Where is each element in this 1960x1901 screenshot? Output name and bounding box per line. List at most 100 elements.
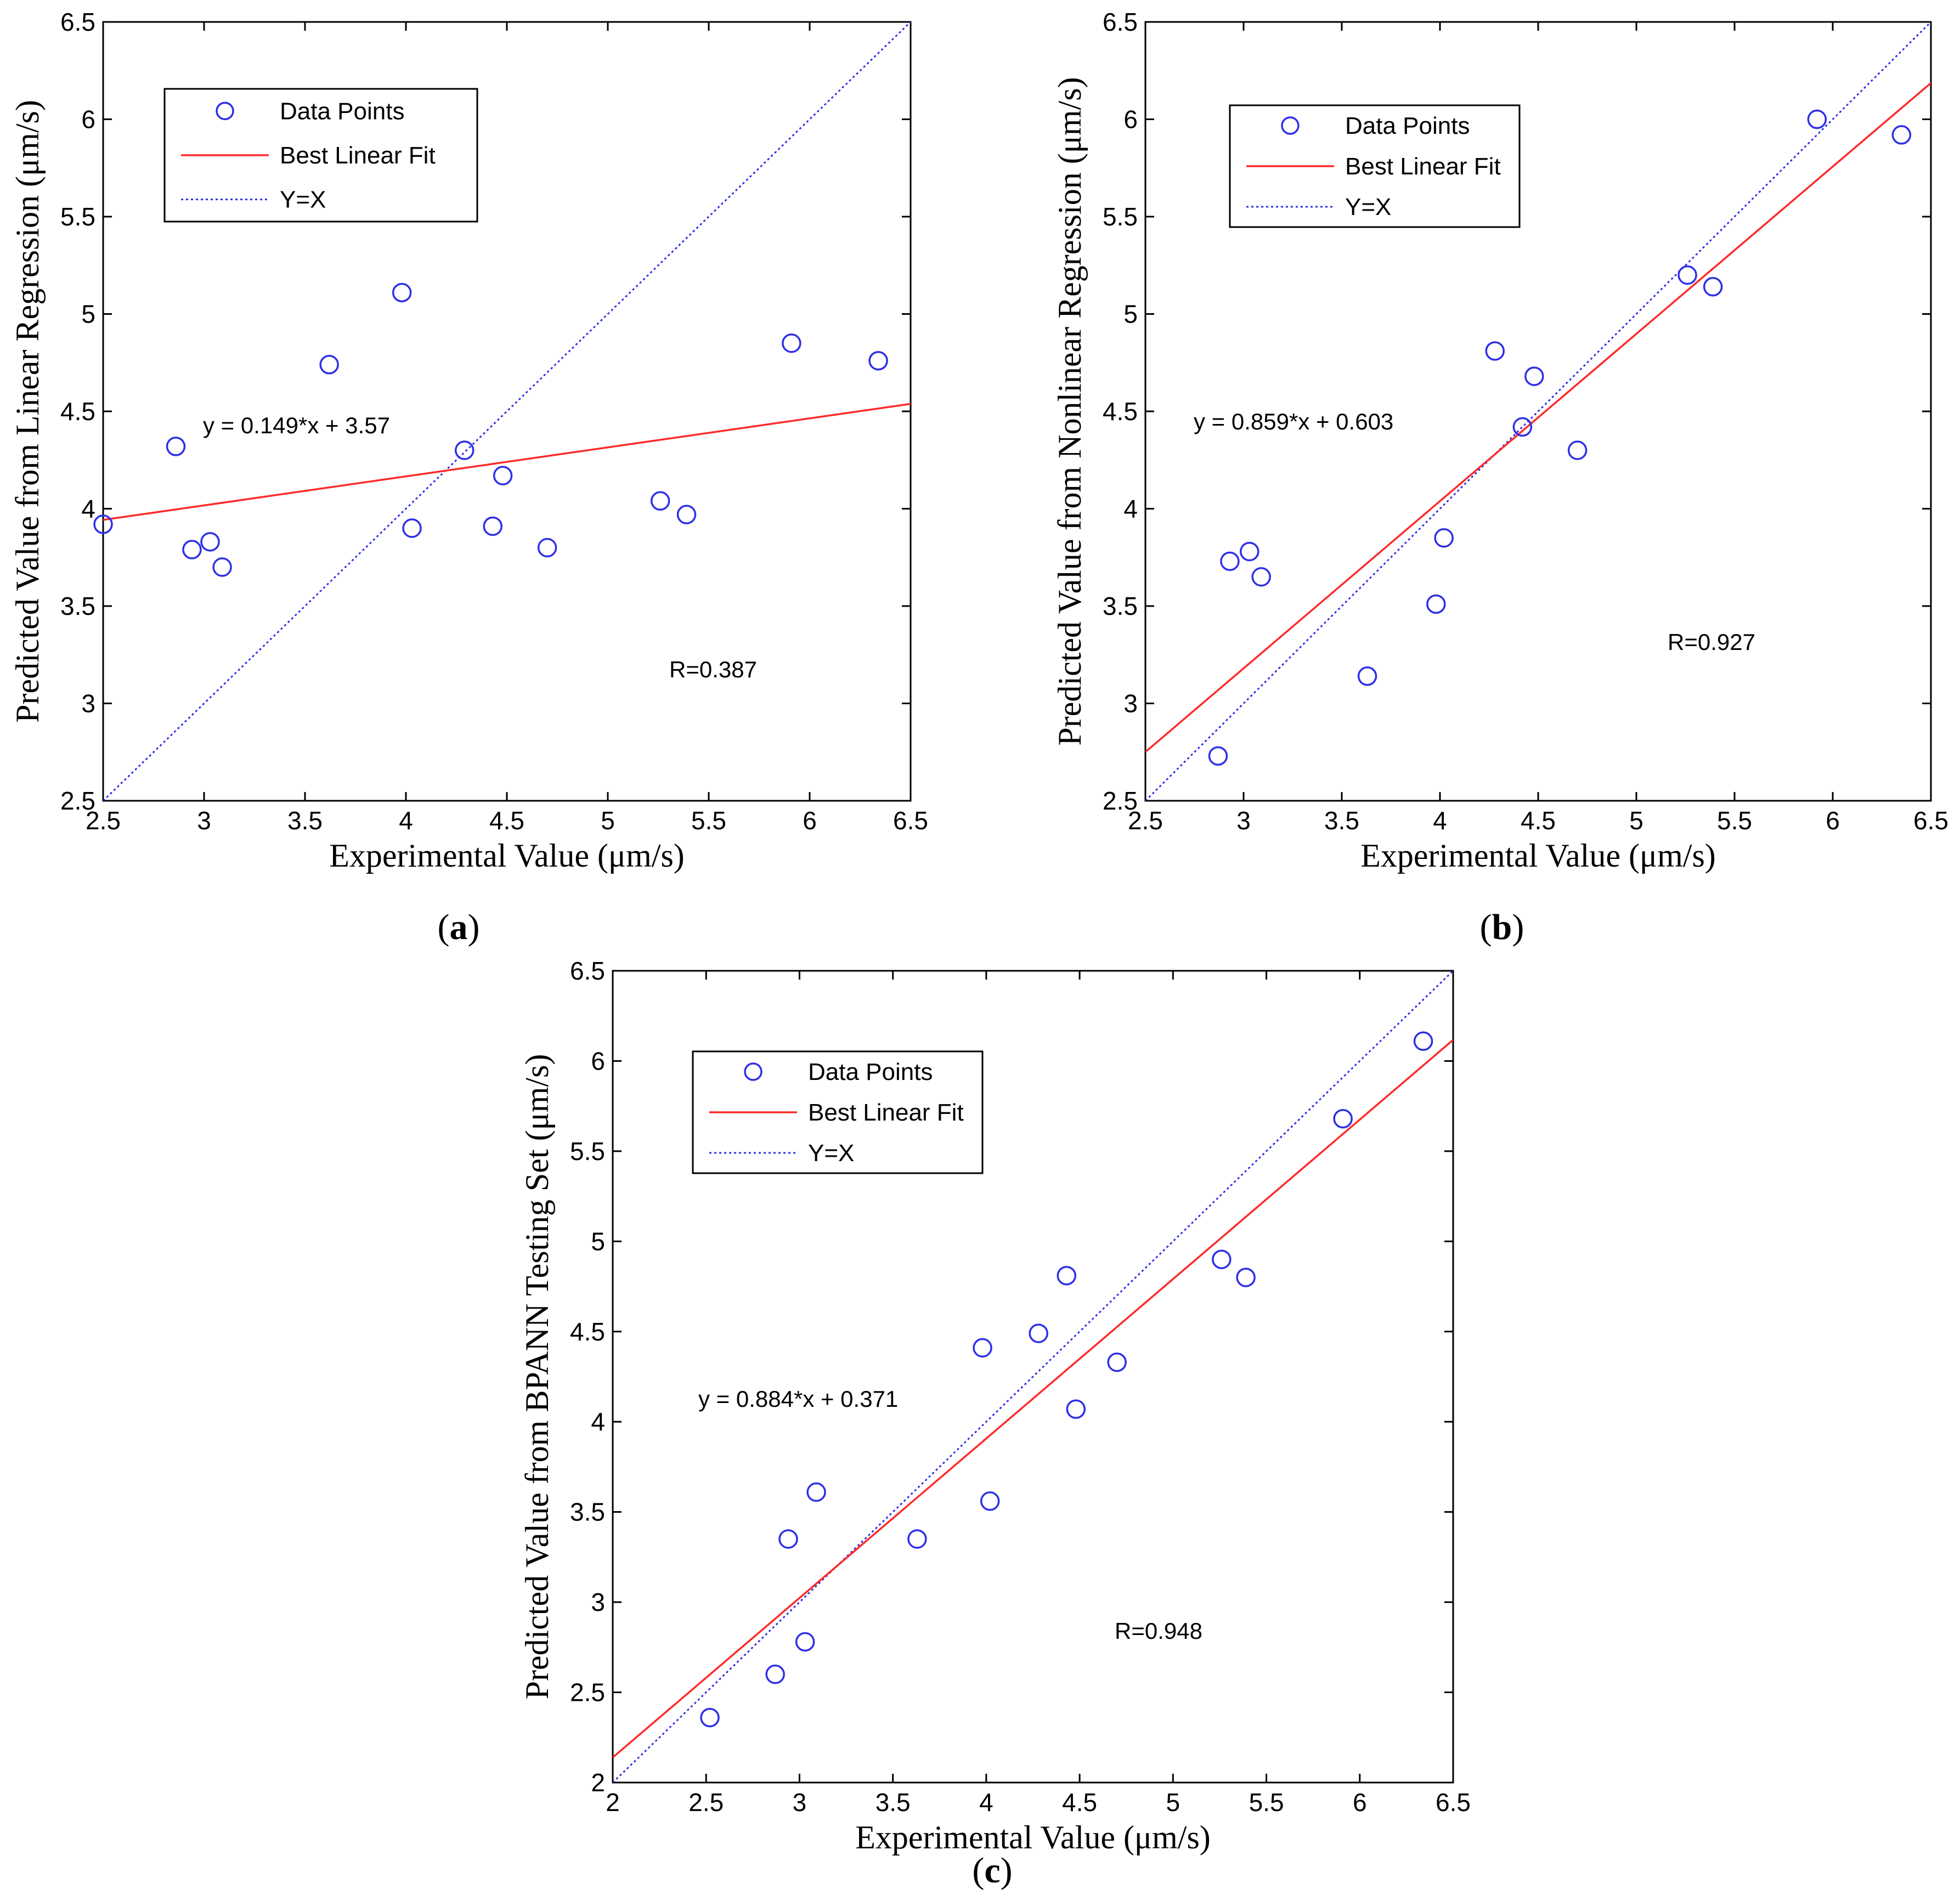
y-tick-label: 6.5 (60, 8, 95, 36)
caption-letter: a (450, 907, 468, 947)
y-tick-label: 5.5 (60, 202, 95, 231)
legend-label: Y=X (808, 1140, 854, 1167)
x-tick-label: 4 (1433, 806, 1447, 835)
x-tick-label: 2.5 (1128, 806, 1163, 835)
y-tick-label: 3 (81, 689, 95, 718)
legend-label: Best Linear Fit (808, 1099, 964, 1126)
data-point (319, 355, 339, 375)
legend-label: Y=X (280, 186, 326, 213)
x-tick-label: 5 (1166, 1788, 1180, 1817)
y-tick-label: 3.5 (570, 1498, 605, 1526)
y-axis-label: Predicted Value from Linear Regression (… (9, 100, 46, 723)
data-point (200, 532, 220, 552)
x-tick-label: 4.5 (489, 806, 524, 835)
y-tick-label: 2.5 (60, 787, 95, 815)
x-tick-label: 3 (197, 806, 211, 835)
panel-caption: (c) (972, 1851, 1012, 1891)
legend: Data Points Best Linear Fit Y=X (692, 1050, 984, 1174)
data-point (795, 1632, 815, 1652)
chart-panel-b: 2.5 3 3.5 4 4.5 5 5.5 6 6.5 2.5 3 3.5 4 4.5 5 5.5 6 6.5 Ex… (1052, 8, 1948, 947)
caption-paren-close: ) (468, 907, 480, 947)
caption-paren-close: ) (1001, 1851, 1013, 1891)
legend: Data Points Best Linear Fit Y=X (1229, 104, 1521, 228)
x-axis-label: Experimental Value (μm/s) (329, 838, 685, 874)
x-axis-label: Experimental Value (μm/s) (1360, 838, 1716, 874)
y-tick-label: 2 (591, 1768, 605, 1797)
data-point (212, 557, 232, 577)
data-point (1703, 277, 1723, 297)
identity-line (613, 971, 1453, 1783)
y-tick-label: 6 (1123, 105, 1138, 134)
caption-paren-close: ) (1512, 907, 1524, 947)
data-point (1066, 1399, 1086, 1419)
x-tick-label: 5 (1629, 806, 1643, 835)
data-point (806, 1482, 826, 1502)
y-tick-label: 6 (81, 105, 95, 134)
chart-panel-a: 2.5 3 3.5 4 4.5 5 5.5 6 6.5 2.5 3 3.5 4 4.5 5 5.5 6 6.5 Ex… (9, 8, 928, 947)
y-tick-label: 4.5 (1103, 397, 1138, 426)
data-point (1524, 366, 1544, 386)
data-point (1251, 567, 1271, 587)
x-tick-label: 6.5 (1436, 1788, 1471, 1817)
x-tick-label: 6.5 (893, 806, 928, 835)
identity-line (103, 22, 911, 801)
y-tick-label: 3.5 (60, 592, 95, 620)
data-point (1426, 594, 1446, 614)
x-tick-label: 3 (793, 1788, 807, 1817)
data-point (973, 1338, 992, 1358)
data-point (782, 333, 801, 353)
data-point (1212, 1249, 1232, 1269)
data-point (765, 1664, 785, 1684)
x-tick-label: 3.5 (875, 1788, 911, 1817)
fit-equation: y = 0.884*x + 0.371 (698, 1386, 898, 1412)
x-tick-label: 3.5 (1324, 806, 1359, 835)
r-value: R=0.387 (669, 657, 757, 682)
x-tick-label: 2.5 (688, 1788, 724, 1817)
data-point (454, 440, 475, 460)
x-tick-label: 5.5 (1249, 1788, 1284, 1817)
x-tick-label: 6 (1826, 806, 1840, 835)
y-tick-label: 5 (81, 300, 95, 329)
data-point (980, 1491, 1000, 1511)
legend-marker-points (1281, 116, 1300, 135)
legend-marker-points (744, 1062, 762, 1081)
x-tick-label: 4 (979, 1788, 993, 1817)
y-axis-label: Predicted Value from Nonlinear Regressio… (1052, 77, 1088, 745)
identity-line (1145, 22, 1931, 801)
caption-paren-open: ( (438, 907, 450, 947)
y-tick-label: 6.5 (1103, 8, 1138, 36)
data-point (907, 1529, 927, 1549)
chart-panel-c: 2 2.5 3 3.5 4 4.5 5 5.5 6 6.5 2 2.5 3 3.5 4 4.5 5 5.5 6 6.5… (519, 957, 1471, 1891)
data-point (1236, 1268, 1256, 1287)
data-point (1220, 551, 1240, 572)
y-tick-label: 3 (1123, 689, 1138, 718)
y-tick-label: 4 (1123, 495, 1138, 523)
fit-equation: y = 0.149*x + 3.57 (203, 412, 390, 438)
data-point (868, 350, 888, 371)
data-point (1057, 1266, 1077, 1286)
y-tick-label: 4 (81, 495, 95, 523)
data-point (483, 516, 502, 536)
r-value: R=0.927 (1668, 629, 1755, 655)
caption-letter: b (1492, 907, 1512, 947)
legend-marker-points (216, 101, 234, 121)
data-point (1239, 541, 1259, 562)
data-point (1512, 417, 1533, 437)
x-tick-label: 4 (399, 806, 413, 835)
y-tick-label: 6 (591, 1046, 605, 1075)
data-point (392, 282, 412, 303)
y-tick-label: 4.5 (570, 1317, 605, 1346)
data-point (182, 540, 202, 559)
data-point (93, 514, 113, 534)
caption-paren-open: ( (1480, 907, 1492, 947)
best-fit-line (1145, 82, 1931, 753)
x-tick-label: 5.5 (1717, 806, 1752, 835)
data-point (778, 1529, 798, 1549)
data-point (1107, 1352, 1127, 1372)
x-tick-label: 5 (601, 806, 615, 835)
data-point (676, 505, 697, 524)
data-point (166, 437, 186, 456)
x-tick-label: 3.5 (287, 806, 323, 835)
fit-equation: y = 0.859*x + 0.603 (1194, 409, 1393, 434)
legend-label: Data Points (280, 98, 404, 125)
